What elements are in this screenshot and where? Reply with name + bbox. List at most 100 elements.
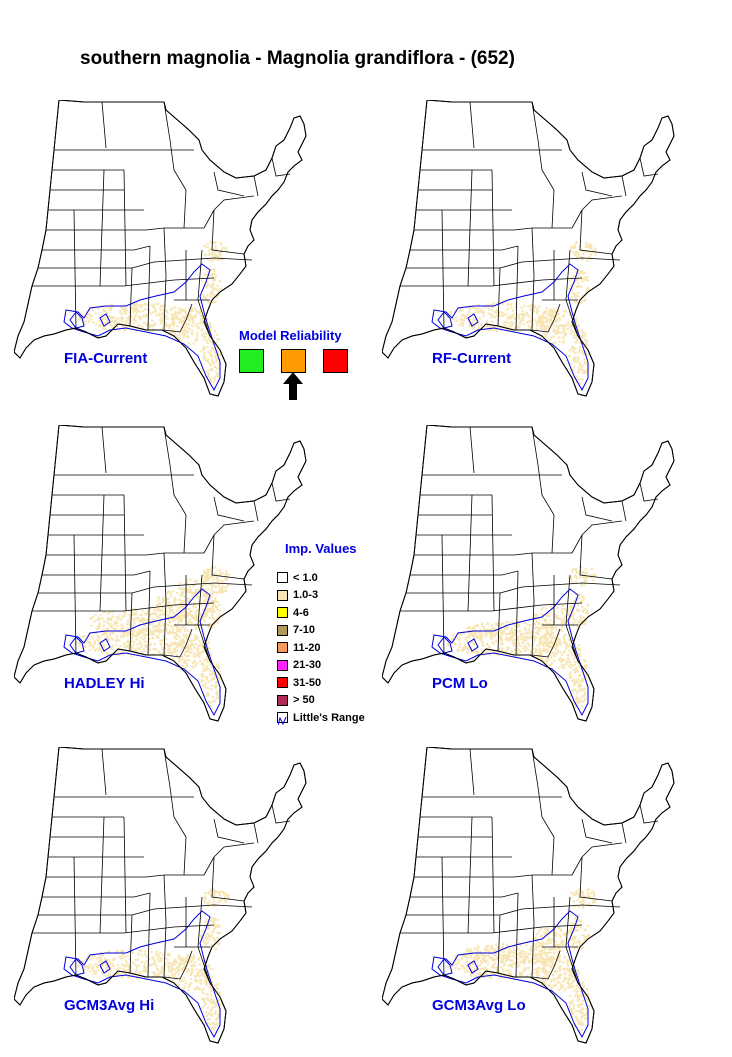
- presence-cell: [158, 623, 161, 626]
- presence-cell: [91, 646, 95, 649]
- presence-cell: [547, 312, 550, 315]
- presence-cell: [535, 620, 538, 623]
- presence-cell: [580, 901, 583, 904]
- presence-cell: [577, 945, 580, 948]
- presence-cell: [125, 969, 128, 972]
- presence-cell: [197, 650, 200, 653]
- presence-cell: [579, 926, 582, 929]
- presence-cell: [174, 637, 177, 640]
- presence-cell: [563, 617, 566, 620]
- presence-cell: [566, 321, 569, 324]
- presence-cell: [471, 326, 474, 329]
- state-border: [271, 157, 291, 177]
- presence-cell: [168, 964, 171, 967]
- presence-cell: [179, 318, 182, 321]
- presence-cell: [96, 969, 99, 972]
- presence-cell: [517, 965, 520, 968]
- presence-cell: [191, 964, 194, 967]
- presence-cell: [572, 617, 575, 620]
- presence-cell: [477, 636, 480, 639]
- presence-cell: [207, 578, 210, 581]
- presence-cell: [510, 303, 513, 306]
- presence-cell: [188, 961, 191, 964]
- presence-cell: [550, 317, 553, 321]
- presence-cell: [205, 694, 209, 697]
- presence-cell: [205, 583, 208, 586]
- presence-cell: [132, 618, 135, 621]
- presence-cell: [132, 961, 135, 964]
- presence-cell: [577, 369, 580, 373]
- presence-cell: [158, 312, 161, 315]
- presence-cell: [186, 583, 189, 586]
- presence-cell: [483, 954, 486, 957]
- importance-legend: < 1.0 1.0-3 4-6 7-10 11-20 21-30 31-50 > 50 Litt…: [277, 569, 365, 727]
- presence-cell: [218, 568, 221, 572]
- presence-cell: [214, 947, 217, 950]
- presence-cell: [200, 930, 203, 933]
- presence-cell: [565, 967, 568, 970]
- presence-cell: [543, 959, 546, 962]
- presence-cell: [173, 963, 176, 966]
- presence-cell: [551, 652, 554, 655]
- presence-cell: [581, 378, 584, 381]
- presence-cell: [120, 957, 123, 960]
- presence-cell: [549, 313, 552, 316]
- presence-cell: [491, 313, 494, 317]
- presence-cell: [214, 673, 217, 676]
- presence-cell: [206, 257, 209, 260]
- presence-cell: [164, 647, 167, 650]
- presence-cell: [579, 900, 582, 903]
- presence-cell: [581, 599, 584, 602]
- presence-cell: [544, 953, 547, 957]
- presence-cell: [144, 314, 147, 317]
- presence-cell: [188, 984, 191, 987]
- presence-cell: [185, 312, 188, 315]
- presence-cell: [479, 639, 482, 642]
- presence-cell: [209, 653, 212, 656]
- presence-cell: [584, 994, 587, 997]
- presence-cell: [134, 309, 137, 312]
- presence-cell: [455, 319, 458, 322]
- presence-cell: [565, 660, 568, 663]
- presence-cell: [568, 605, 571, 608]
- presence-cell: [158, 602, 161, 605]
- presence-cell: [468, 964, 471, 967]
- presence-cell: [502, 976, 505, 980]
- presence-cell: [527, 636, 530, 640]
- legend-item: 31-50: [277, 674, 365, 692]
- presence-cell: [485, 634, 488, 637]
- us-outline: [14, 425, 307, 722]
- presence-cell: [177, 587, 181, 590]
- presence-cell: [503, 975, 506, 978]
- presence-cell: [133, 613, 136, 616]
- presence-cell: [215, 1018, 218, 1021]
- presence-cell: [113, 974, 116, 977]
- presence-cell: [530, 319, 533, 322]
- presence-cell: [579, 944, 582, 947]
- presence-cell: [487, 962, 490, 965]
- presence-cell: [582, 616, 585, 619]
- presence-cell: [142, 631, 145, 634]
- presence-cell: [208, 352, 211, 355]
- presence-cell: [177, 329, 180, 333]
- presence-cell: [535, 968, 538, 971]
- presence-cell: [581, 258, 584, 261]
- presence-cell: [582, 346, 585, 349]
- presence-cell: [166, 958, 169, 961]
- presence-cell: [100, 958, 103, 961]
- presence-cell: [122, 326, 125, 329]
- presence-cell: [502, 950, 505, 953]
- presence-cell: [530, 959, 533, 962]
- presence-cell: [509, 317, 512, 320]
- presence-cell: [219, 250, 222, 253]
- presence-cell: [182, 963, 185, 966]
- presence-cell: [215, 697, 218, 700]
- presence-cell: [94, 962, 97, 965]
- presence-cell: [567, 977, 571, 980]
- presence-cell: [515, 645, 518, 648]
- presence-cell: [468, 322, 471, 325]
- presence-cell: [554, 616, 557, 619]
- presence-cell: [203, 356, 206, 359]
- presence-cell: [559, 976, 562, 979]
- presence-cell: [170, 595, 173, 598]
